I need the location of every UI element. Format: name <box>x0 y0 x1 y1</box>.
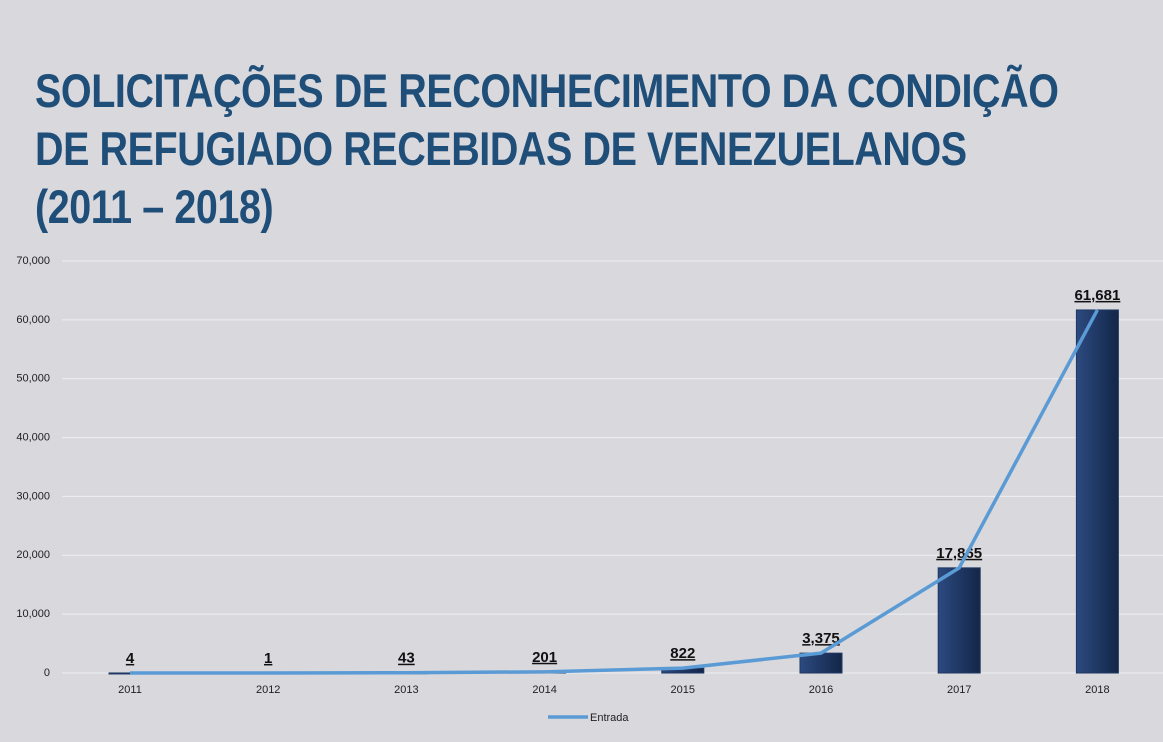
x-tick-label: 2011 <box>118 684 142 696</box>
value-label: 822 <box>670 645 695 662</box>
y-tick-label: 60,000 <box>16 314 50 326</box>
x-tick-label: 2018 <box>1085 684 1109 696</box>
x-tick-label: 2012 <box>256 684 280 696</box>
legend-label: Entrada <box>590 712 629 724</box>
value-label: 17,865 <box>936 545 982 562</box>
y-tick-label: 30,000 <box>16 490 50 502</box>
y-tick-label: 0 <box>44 667 50 679</box>
y-tick-label: 70,000 <box>16 255 50 267</box>
value-label: 43 <box>398 650 415 667</box>
bar <box>937 567 981 674</box>
bar <box>1075 309 1119 674</box>
x-tick-label: 2015 <box>671 684 695 696</box>
y-tick-label: 10,000 <box>16 608 50 620</box>
value-label: 1 <box>264 650 272 667</box>
value-label: 3,375 <box>802 630 840 647</box>
y-tick-label: 20,000 <box>16 549 50 561</box>
value-label: 61,681 <box>1074 287 1120 304</box>
y-tick-label: 50,000 <box>16 373 50 385</box>
x-tick-label: 2014 <box>532 684 556 696</box>
y-tick-label: 40,000 <box>16 431 50 443</box>
x-tick-label: 2013 <box>394 684 418 696</box>
chart-title: SOLICITAÇÕES DE RECONHECIMENTO DA CONDIÇ… <box>35 64 1059 233</box>
x-tick-label: 2017 <box>947 684 971 696</box>
line <box>129 309 1099 675</box>
x-tick-label: 2016 <box>809 684 833 696</box>
value-label: 201 <box>532 649 557 666</box>
value-label: 4 <box>126 650 135 667</box>
